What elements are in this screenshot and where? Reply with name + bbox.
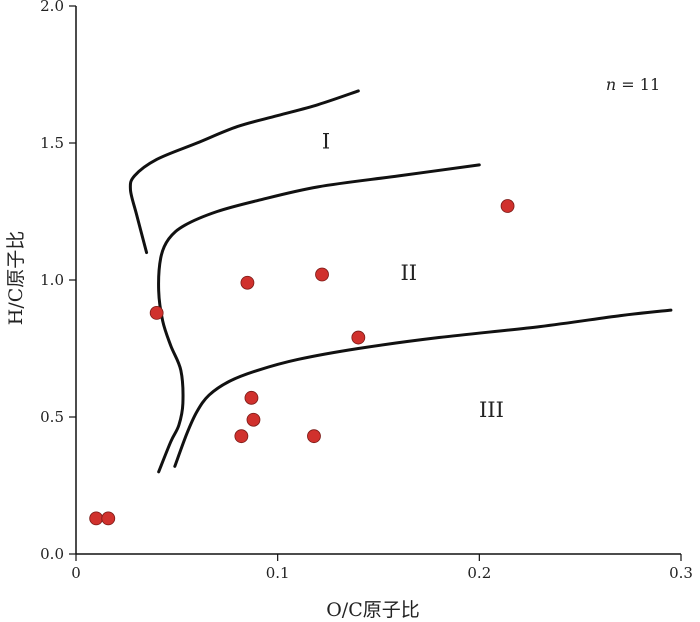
boundary-curve-I xyxy=(128,89,360,255)
x-axis-title: O/C原子比 xyxy=(326,599,420,621)
data-points xyxy=(89,199,515,526)
axes: 0 0.1 0.2 0.3 0.0 0.5 1.0 1.5 2.0 xyxy=(40,0,693,582)
data-point xyxy=(246,412,261,427)
data-point xyxy=(234,429,249,444)
data-point xyxy=(240,275,255,290)
region-label-II: II xyxy=(400,261,417,285)
boundary-curve-II xyxy=(157,163,481,474)
x-tick-label: 0.2 xyxy=(467,564,491,582)
y-axis-title: H/C原子比 xyxy=(5,231,27,326)
data-point xyxy=(315,267,329,282)
y-tick-label: 0.0 xyxy=(40,545,64,563)
data-point xyxy=(244,390,259,405)
x-tick-label: 0.3 xyxy=(669,564,693,582)
region-label-III: III xyxy=(479,398,504,422)
data-point xyxy=(307,429,321,444)
data-point xyxy=(500,199,515,213)
boundary-curve-III xyxy=(173,308,673,468)
sample-count-value: = 11 xyxy=(616,75,660,94)
x-tick-label: 0 xyxy=(71,564,81,582)
data-point xyxy=(89,511,104,526)
data-point xyxy=(101,511,116,526)
data-point xyxy=(351,330,366,345)
y-tick-label: 2.0 xyxy=(40,0,64,15)
y-tick-label: 1.5 xyxy=(40,134,64,152)
data-point xyxy=(149,305,164,320)
sample-count-symbol: n xyxy=(606,75,616,94)
boundary-curves xyxy=(128,89,673,474)
y-tick-label: 1.0 xyxy=(40,271,64,289)
y-tick-label: 0.5 xyxy=(40,408,64,426)
x-tick-label: 0.1 xyxy=(266,564,290,582)
region-label-I: I xyxy=(322,129,330,153)
sample-count-annotation: n = 11 xyxy=(606,75,660,94)
